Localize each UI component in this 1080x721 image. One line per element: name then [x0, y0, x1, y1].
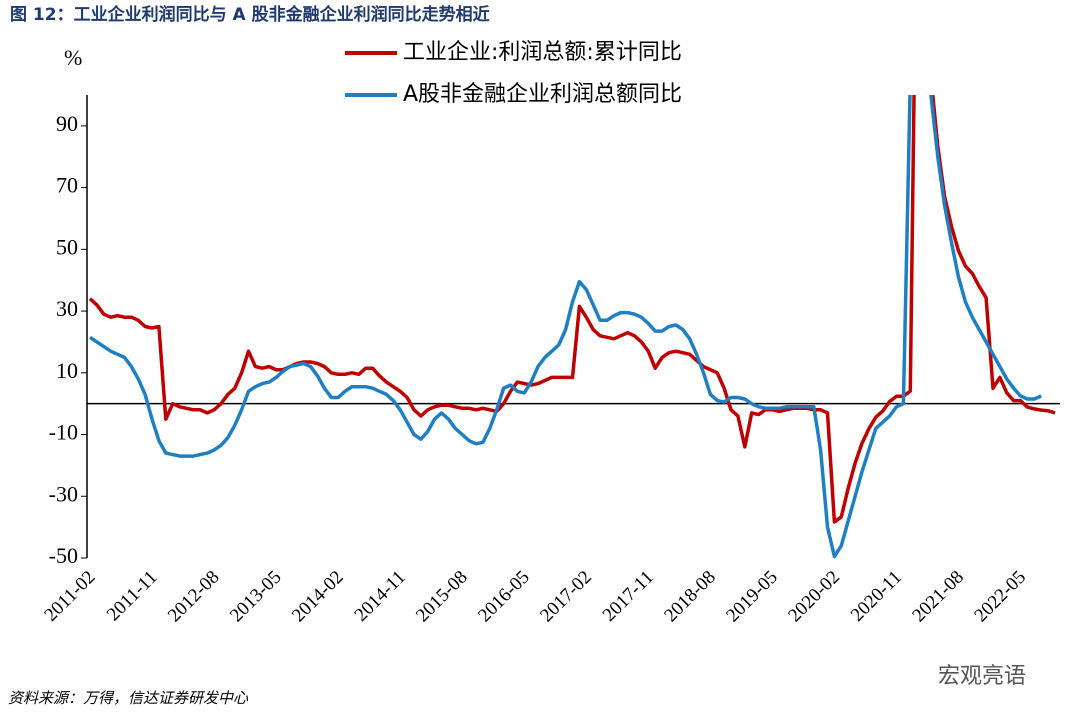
x-tick-label: 2011-02: [40, 567, 99, 626]
series-line: [88, 95, 1056, 524]
x-tick-label: 2021-08: [908, 567, 968, 627]
y-tick-label: 50: [56, 234, 78, 259]
y-tick-label: 70: [56, 173, 78, 198]
y-tick-label: 30: [56, 296, 78, 321]
legend-label: 工业企业:利润总额:累计同比: [403, 40, 682, 65]
x-tick-label: 2015-08: [412, 567, 472, 627]
x-tick-label: 2014-11: [351, 567, 410, 626]
x-tick-label: 2011-11: [103, 567, 162, 626]
y-tick-label: -50: [49, 543, 78, 568]
y-tick-label: 10: [56, 358, 78, 383]
legend-label: A股非金融企业利润总额同比: [403, 82, 682, 107]
chart-title: 图 12：工业企业利润同比与 A 股非金融企业利润同比走势相近: [10, 4, 490, 25]
x-tick-label: 2012-08: [164, 567, 224, 627]
x-tick-label: 2014-02: [288, 567, 348, 627]
x-tick-label: 2017-02: [536, 567, 596, 627]
x-tick-label: 2022-05: [970, 567, 1030, 627]
watermark: 宏观亮语: [938, 664, 1026, 689]
series-line: [89, 95, 1042, 559]
x-tick-label: 2019-05: [722, 567, 782, 627]
x-tick-label: 2017-11: [599, 567, 658, 626]
x-tick-label: 2013-05: [226, 567, 286, 627]
y-tick-label: -10: [49, 420, 78, 445]
x-tick-label: 2016-05: [474, 567, 534, 627]
x-tick-label: 2020-02: [784, 567, 844, 627]
y-unit: %: [64, 45, 82, 70]
y-tick-label: -30: [49, 481, 78, 506]
x-tick-label: 2018-08: [660, 567, 720, 627]
y-tick-label: 90: [56, 111, 78, 136]
source: 资料来源：万得，信达证券研发中心: [8, 689, 249, 707]
x-tick-label: 2020-11: [847, 567, 906, 626]
